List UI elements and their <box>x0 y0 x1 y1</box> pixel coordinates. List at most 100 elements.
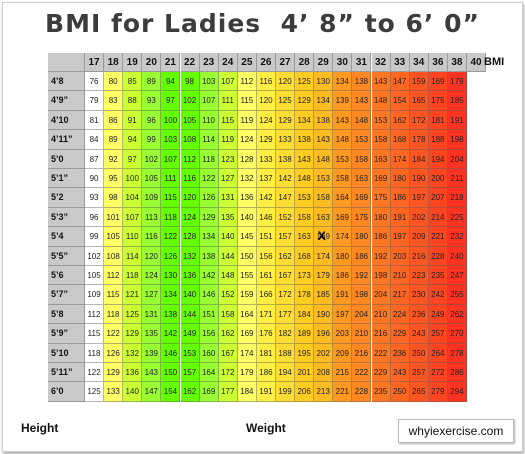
weight-cell: 93 <box>85 188 105 208</box>
weight-cell: 184 <box>409 149 429 169</box>
weight-cell: 191 <box>333 285 353 305</box>
weight-axis-label: Weight <box>246 421 286 435</box>
weight-cell: 198 <box>371 266 391 286</box>
weight-cell: 148 <box>314 149 334 169</box>
weight-cell: 159 <box>237 285 257 305</box>
weight-cell: 143 <box>314 130 334 150</box>
weight-cell: 138 <box>276 149 296 169</box>
height-row-label: 4’11” <box>48 130 85 150</box>
weight-cell: 93 <box>142 91 162 111</box>
weight-cell: 124 <box>180 207 200 228</box>
weight-cell: 235 <box>428 266 448 286</box>
weight-cell: 113 <box>142 207 162 228</box>
weight-cell: 160 <box>199 343 219 363</box>
weight-cell: 143 <box>371 72 391 92</box>
weight-cell: 184 <box>237 382 257 402</box>
weight-cell: 169 <box>199 382 219 402</box>
bmi-axis-label: BMI <box>484 56 505 68</box>
weight-cell: 140 <box>180 285 200 305</box>
weight-cell: 158 <box>352 149 372 169</box>
weight-cell: 139 <box>333 91 353 111</box>
weight-cell: 120 <box>256 91 276 111</box>
weight-cell: 148 <box>352 110 372 131</box>
weight-cell: 169 <box>314 227 334 247</box>
weight-cell: 92 <box>104 149 124 169</box>
weight-cell: 143 <box>352 91 372 111</box>
table-corner <box>48 53 85 72</box>
bmi-column-header: 21 <box>161 53 181 72</box>
weight-cell: 164 <box>333 188 353 208</box>
weight-cell: 138 <box>314 110 334 131</box>
weight-cell: 143 <box>295 149 315 169</box>
weight-cell: 131 <box>218 188 238 208</box>
weight-cell: 80 <box>104 72 124 92</box>
weight-cell: 169 <box>237 324 257 344</box>
bmi-column-header: 25 <box>237 53 257 72</box>
weight-cell: 96 <box>142 110 162 131</box>
weight-cell: 167 <box>218 343 238 363</box>
weight-cell: 180 <box>352 227 372 247</box>
weight-cell: 119 <box>218 130 238 150</box>
weight-cell: 109 <box>142 188 162 208</box>
weight-cell: 142 <box>276 169 296 189</box>
weight-cell: 138 <box>295 130 315 150</box>
height-row-label: 4’9” <box>48 91 85 111</box>
weight-cell: 182 <box>276 324 296 344</box>
weight-cell: 236 <box>409 304 429 325</box>
weight-cell: 107 <box>199 91 219 111</box>
weight-cell: 135 <box>218 207 238 228</box>
weight-cell: 146 <box>199 285 219 305</box>
weight-cell: 230 <box>409 285 429 305</box>
weight-cell: 125 <box>295 72 315 92</box>
weight-cell: 132 <box>123 343 143 363</box>
weight-cell: 177 <box>276 304 296 325</box>
weight-cell: 142 <box>199 266 219 286</box>
height-row-label: 4’10 <box>48 110 85 131</box>
weight-cell: 89 <box>104 130 124 150</box>
weight-cell: 249 <box>428 304 448 325</box>
weight-cell: 150 <box>161 363 181 383</box>
weight-cell: 96 <box>85 207 105 228</box>
weight-cell: 138 <box>199 246 219 266</box>
weight-cell: 168 <box>295 246 315 266</box>
weight-cell: 164 <box>199 363 219 383</box>
weight-cell: 126 <box>161 246 181 266</box>
weight-cell: 125 <box>276 91 296 111</box>
height-row-label: 5’5” <box>48 246 85 266</box>
weight-cell: 148 <box>333 130 353 150</box>
weight-cell: 119 <box>237 110 257 131</box>
weight-cell: 210 <box>371 304 391 325</box>
current-bmi-marker: X <box>317 229 326 244</box>
weight-cell: 116 <box>180 169 200 189</box>
weight-cell: 153 <box>295 188 315 208</box>
weight-cell: 163 <box>352 169 372 189</box>
weight-cell: 154 <box>161 382 181 402</box>
weight-cell: 202 <box>409 207 429 228</box>
weight-cell: 169 <box>352 188 372 208</box>
weight-cell: 110 <box>199 110 219 131</box>
weight-cell: 79 <box>85 91 105 111</box>
weight-cell: 185 <box>447 91 467 111</box>
bmi-column-header: 24 <box>218 53 238 72</box>
weight-cell: 172 <box>276 285 296 305</box>
weight-cell: 139 <box>142 343 162 363</box>
weight-cell: 120 <box>142 246 162 266</box>
weight-cell: 162 <box>390 110 410 131</box>
height-row-label: 5’0 <box>48 149 85 169</box>
weight-cell: 223 <box>409 266 429 286</box>
weight-cell: 206 <box>295 382 315 402</box>
weight-cell: 147 <box>390 72 410 92</box>
height-axis-label: Height <box>21 421 59 435</box>
weight-cell: 247 <box>447 266 467 286</box>
bmi-column-header: 19 <box>123 53 143 72</box>
weight-cell: 148 <box>218 266 238 286</box>
weight-cell: 118 <box>104 304 124 325</box>
weight-cell: 85 <box>123 72 143 92</box>
weight-cell: 140 <box>123 382 143 402</box>
weight-cell: 188 <box>276 343 296 363</box>
website-link[interactable]: whyiexercise.com <box>398 419 514 443</box>
weight-cell: 169 <box>428 72 448 92</box>
weight-cell: 134 <box>199 227 219 247</box>
weight-cell: 222 <box>371 343 391 363</box>
